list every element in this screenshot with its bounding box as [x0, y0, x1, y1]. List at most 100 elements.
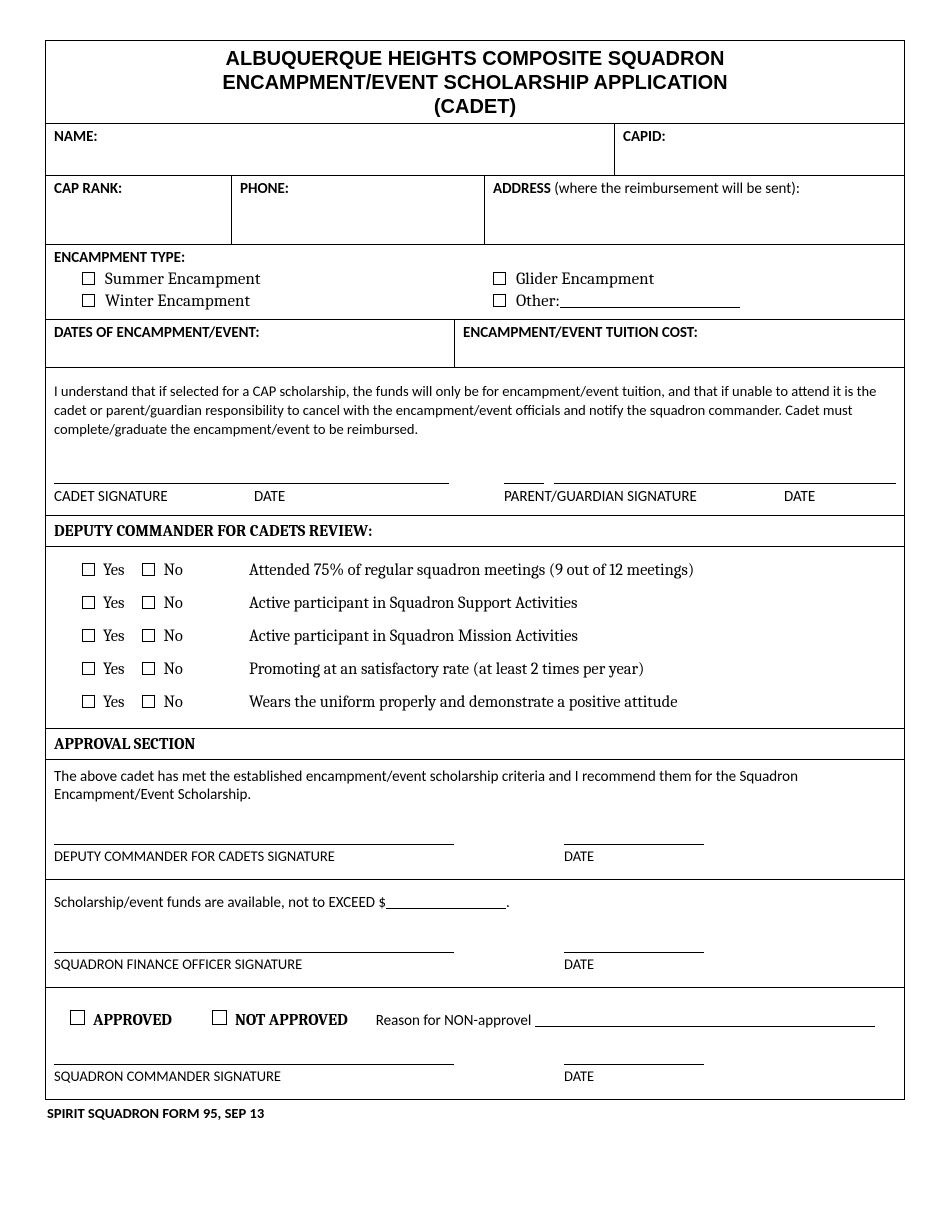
yes-label: Yes	[103, 561, 124, 580]
yes-label: Yes	[103, 693, 124, 712]
cadet-sig-line[interactable]	[54, 483, 449, 484]
review-line: YesNoPromoting at an satisfactory rate (…	[54, 660, 896, 679]
yes-label: Yes	[103, 660, 124, 679]
yes-no-group: Yes No	[54, 627, 249, 646]
checkbox-icon[interactable]	[82, 662, 95, 675]
sig-labels-row: CADET SIGNATURE DATE PARENT/GUARDIAN SIG…	[54, 488, 896, 508]
review-item-text: Attended 75% of regular squadron meeting…	[249, 561, 694, 580]
encampment-type-section: ENCAMPMENT TYPE: Summer Encampment Winte…	[46, 244, 904, 320]
caprank-label: CAP RANK:	[54, 180, 122, 198]
name-label: NAME:	[54, 128, 98, 146]
review-item-text: Wears the uniform properly and demonstra…	[249, 693, 678, 712]
approved-label: APPROVED	[93, 1011, 172, 1029]
no-label: No	[163, 594, 182, 613]
finance-sig-line[interactable]	[54, 952, 454, 953]
chk-other[interactable]: Other:	[493, 291, 896, 313]
review-item-text: Active participant in Squadron Support A…	[249, 594, 577, 613]
checkbox-icon[interactable]	[142, 596, 155, 609]
row-name-capid: NAME: CAPID:	[46, 124, 904, 176]
cadet-date-label: DATE	[254, 488, 504, 508]
finance-sig-label: SQUADRON FINANCE OFFICER SIGNATURE	[54, 955, 454, 973]
yes-label: Yes	[103, 627, 124, 646]
review-line: Yes No Wears the uniform properly and demo…	[54, 693, 896, 712]
form-header: ALBUQUERQUE HEIGHTS COMPOSITE SQUADRON E…	[46, 41, 904, 124]
commander-sig-line[interactable]	[54, 1064, 454, 1065]
no-label: No	[163, 693, 182, 712]
form-container: ALBUQUERQUE HEIGHTS COMPOSITE SQUADRON E…	[45, 40, 905, 1100]
dc-date-label: DATE	[564, 847, 704, 865]
amount-fill[interactable]	[386, 908, 506, 909]
understand-text: I understand that if selected for a CAP …	[54, 382, 896, 439]
parent-date-label: DATE	[784, 488, 815, 508]
phone-label: PHONE:	[240, 180, 289, 198]
capid-label: CAPID:	[623, 128, 666, 146]
review-line: Yes No Active participant in Squadron Supp…	[54, 594, 896, 613]
enc-col-right: Glider Encampment Other:	[485, 269, 896, 313]
approval-heading: APPROVAL SECTION	[46, 729, 904, 760]
row-rank-phone-address: CAP RANK: PHONE: ADDRESS (where the reim…	[46, 176, 904, 244]
chk-glider[interactable]: Glider Encampment	[493, 269, 896, 291]
commander-date-line[interactable]	[564, 1064, 704, 1065]
dc-sig-line[interactable]	[54, 844, 454, 845]
encampment-type-label: ENCAMPMENT TYPE:	[54, 249, 896, 267]
approval-body: The above cadet has met the established …	[46, 760, 904, 1099]
checkbox-icon	[82, 272, 95, 285]
dc-sig-label: DEPUTY COMMANDER FOR CADETS SIGNATURE	[54, 847, 454, 865]
other-fill-line[interactable]	[560, 307, 740, 308]
review-item-text: Active participant in Squadron Mission A…	[249, 627, 578, 646]
checkbox-icon[interactable]	[142, 662, 155, 675]
yes-no-group: Yes No	[54, 561, 249, 580]
cadet-parent-sig-row	[54, 483, 896, 484]
reason-wrap: Reason for NON-approvel	[376, 1012, 875, 1030]
no-label: No	[163, 627, 182, 646]
approval-check-row: APPROVED NOT APPROVED Reason for NON-app…	[54, 1010, 896, 1030]
divider	[46, 987, 904, 988]
form-footer: SPIRIT SQUADRON FORM 95, SEP 13	[45, 1104, 905, 1122]
yes-label: Yes	[103, 594, 124, 613]
review-line: Yes No Attended 75% of regular squadron me…	[54, 561, 896, 580]
yes-no-group: Yes No	[54, 693, 249, 712]
no-label: No	[163, 660, 182, 679]
yes-no-group: Yes No	[54, 660, 249, 679]
tuition-label: ENCAMPMENT/EVENT TUITION COST:	[463, 324, 698, 342]
finance-date-label: DATE	[564, 955, 704, 973]
funds-line: Scholarship/event funds are available, n…	[54, 894, 896, 912]
reason-fill[interactable]	[535, 1026, 875, 1027]
address-note: (where the reimbursement will be sent):	[551, 180, 800, 198]
caprank-cell: CAP RANK:	[46, 176, 231, 244]
yes-no-group: Yes No	[54, 594, 249, 613]
tuition-cell: ENCAMPMENT/EVENT TUITION COST:	[454, 320, 904, 368]
not-approved-label: NOT APPROVED	[235, 1011, 348, 1029]
checkbox-icon[interactable]	[142, 629, 155, 642]
checkbox-icon	[493, 272, 506, 285]
header-line2: ENCAMPMENT/EVENT SCHOLARSHIP APPLICATION	[46, 71, 904, 95]
chk-summer[interactable]: Summer Encampment	[82, 269, 485, 291]
parent-sig-line[interactable]	[554, 483, 896, 484]
checkbox-icon	[493, 294, 506, 307]
dc-date-line[interactable]	[564, 844, 704, 845]
header-line1: ALBUQUERQUE HEIGHTS COMPOSITE SQUADRON	[46, 47, 904, 71]
checkbox-icon[interactable]	[82, 563, 95, 576]
no-label: No	[163, 561, 182, 580]
commander-sig-label: SQUADRON COMMANDER SIGNATURE	[54, 1067, 454, 1085]
checkbox-icon[interactable]	[82, 596, 95, 609]
commander-date-label: DATE	[564, 1067, 704, 1085]
checkbox-icon[interactable]	[212, 1010, 227, 1025]
checkbox-icon[interactable]	[70, 1010, 85, 1025]
enc-col-left: Summer Encampment Winter Encampment	[54, 269, 485, 313]
header-line3: (CADET)	[46, 95, 904, 119]
capid-cell: CAPID:	[614, 124, 904, 176]
checkbox-icon[interactable]	[142, 695, 155, 708]
name-cell: NAME:	[46, 124, 614, 176]
short-line	[504, 483, 544, 484]
checkbox-icon[interactable]	[82, 629, 95, 642]
checkbox-icon[interactable]	[142, 563, 155, 576]
checkbox-icon	[82, 294, 95, 307]
parent-sig-label: PARENT/GUARDIAN SIGNATURE	[504, 488, 784, 508]
checkbox-icon[interactable]	[82, 695, 95, 708]
review-heading: DEPUTY COMMANDER FOR CADETS REVIEW:	[46, 516, 904, 547]
chk-winter[interactable]: Winter Encampment	[82, 291, 485, 313]
phone-cell: PHONE:	[231, 176, 484, 244]
finance-date-line[interactable]	[564, 952, 704, 953]
divider	[46, 879, 904, 880]
